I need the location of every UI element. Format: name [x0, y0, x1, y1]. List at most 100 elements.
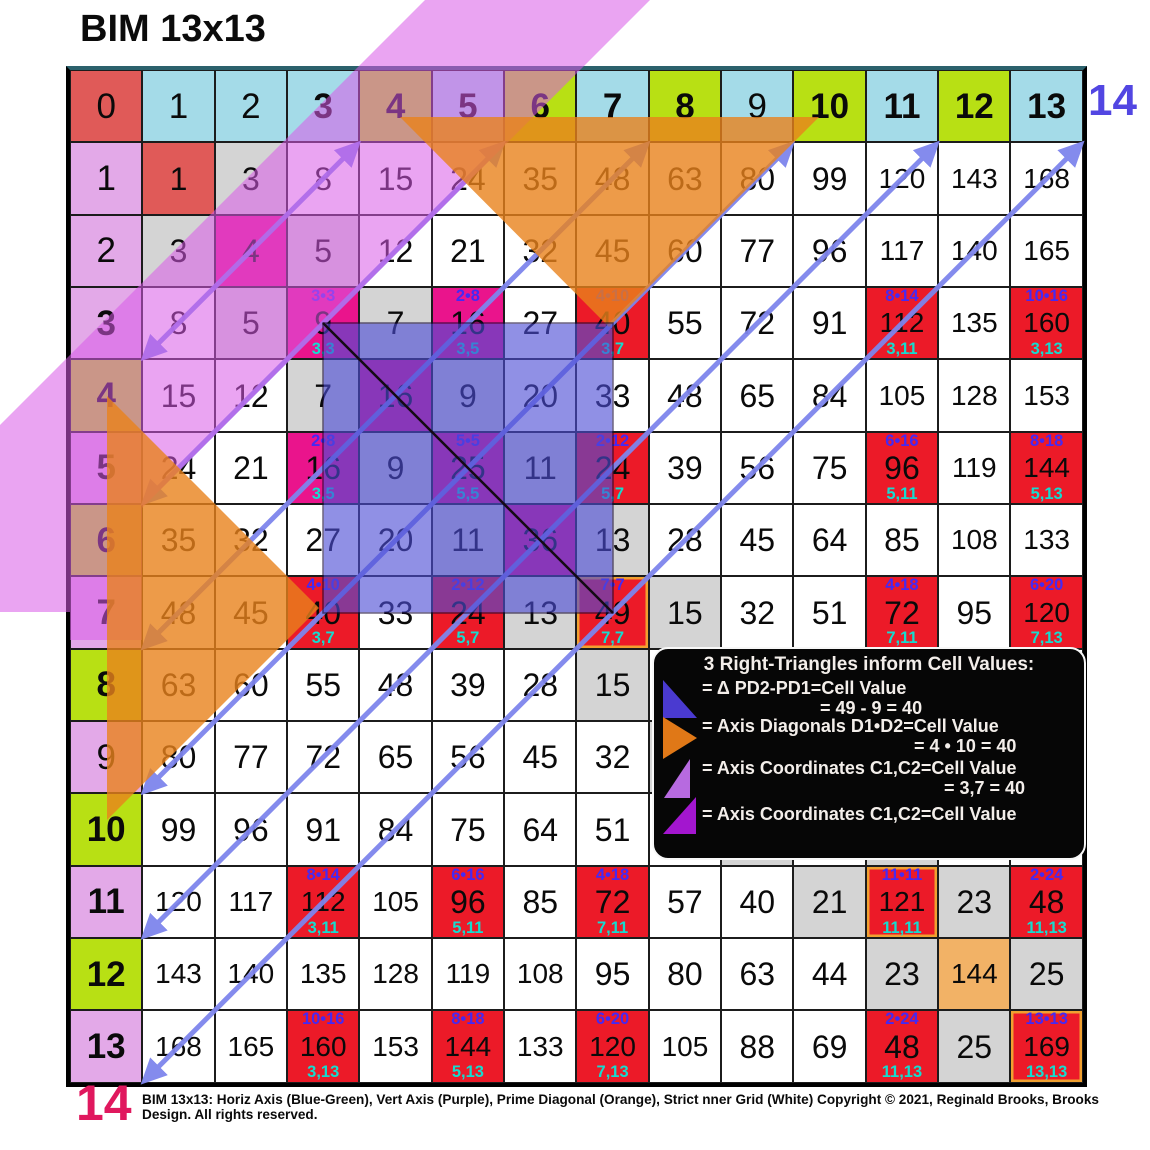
matrix-cell: 51: [793, 576, 866, 649]
matrix-cell: 133: [504, 1010, 577, 1083]
matrix-cell: 85: [865, 504, 939, 577]
col-header-cell: 13: [1010, 70, 1083, 143]
row-header-cell: 4: [70, 359, 143, 432]
cell-factor-annotation: 2•12: [595, 431, 630, 450]
matrix-cell: 20: [359, 504, 432, 577]
matrix-cell: 117: [214, 865, 288, 939]
matrix-cell: 20: [504, 359, 577, 432]
matrix-cell: 160 10•16 3,13: [1010, 287, 1083, 360]
legend-item-label: = Δ PD2-PD1=Cell Value: [702, 678, 907, 698]
matrix-cell: 135: [938, 287, 1011, 360]
matrix-cell: 108: [504, 938, 577, 1011]
matrix-cell: 39: [431, 648, 505, 722]
matrix-cell: 8: [287, 142, 360, 215]
matrix-cell: 63: [142, 648, 215, 722]
cell-coordinate-annotation: 11,13: [1026, 918, 1067, 937]
col-header-cell: 6: [504, 70, 577, 143]
matrix-cell: 119: [938, 431, 1011, 505]
matrix-cell: 96: [214, 793, 288, 866]
matrix-cell: 128: [359, 938, 432, 1011]
legend-item-axis-coordinates-1: = Axis Coordinates C1,C2=Cell Value = 3,…: [662, 758, 1076, 800]
legend-item-sub: = 3,7 = 40: [944, 777, 1026, 798]
matrix-cell: 35: [142, 504, 215, 577]
cell-coordinate-annotation: 11,13: [881, 1063, 923, 1082]
matrix-cell: 8: [142, 287, 215, 360]
matrix-cell: 23: [938, 865, 1011, 939]
matrix-cell: 165: [1010, 214, 1083, 288]
cell-coordinate-annotation: 7,13: [1030, 629, 1063, 648]
cell-factor-annotation: 11•11: [881, 865, 923, 884]
matrix-cell: 108: [938, 504, 1011, 577]
cell-factor-annotation: 5•5: [455, 431, 480, 450]
matrix-cell: 48 2•24 11,13: [1010, 865, 1083, 939]
cell-coordinate-annotation: 5,7: [456, 629, 480, 648]
matrix-cell: 80: [648, 938, 722, 1011]
page-title: BIM 13x13: [80, 8, 266, 50]
legend-item-pd-delta: = Δ PD2-PD1=Cell Value = 49 - 9 = 40: [662, 678, 1076, 720]
matrix-cell: 7: [359, 287, 432, 360]
matrix-cell: 39: [648, 431, 722, 505]
cell-coordinate-annotation: 3,11: [886, 339, 918, 358]
matrix-cell: 32: [576, 721, 649, 794]
purple-right-triangle-icon: [662, 758, 702, 800]
matrix-cell: 25 5•5 5,5: [431, 431, 505, 505]
matrix-cell: 49 7•7 7,7: [576, 576, 649, 649]
cell-factor-annotation: 6•20: [595, 1010, 630, 1029]
legend-item-axis-diagonals: = Axis Diagonals D1•D2=Cell Value = 4 • …: [662, 716, 1076, 760]
row-header-cell: 5: [70, 431, 143, 505]
matrix-cell: 15: [648, 576, 722, 649]
cell-factor-annotation: 10•16: [301, 1010, 345, 1029]
matrix-cell: 57: [648, 865, 722, 939]
matrix-cell: 32: [504, 214, 577, 288]
matrix-cell: 3: [142, 214, 215, 288]
matrix-cell: 40 4•10 3,7: [576, 287, 649, 360]
matrix-cell: 55: [287, 648, 360, 722]
matrix-cell: 16 2•8 3,5: [431, 287, 505, 360]
matrix-cell: 21: [431, 214, 505, 288]
cell-coordinate-annotation: 5,5: [456, 484, 480, 503]
matrix-cell: 153: [359, 1010, 432, 1083]
matrix-cell: 32: [214, 504, 288, 577]
matrix-cell: 65: [721, 359, 794, 432]
matrix-cell: 105: [865, 359, 939, 432]
matrix-cell: 56: [721, 431, 794, 505]
cell-coordinate-annotation: 3,3: [311, 339, 335, 358]
matrix-cell: 169 13•13 13,13: [1010, 1010, 1083, 1083]
matrix-cell: 11: [504, 431, 577, 505]
matrix-cell: 33: [576, 359, 649, 432]
col-header-cell: 9: [721, 70, 794, 143]
matrix-cell: 9: [359, 431, 432, 505]
cell-coordinate-annotation: 7,7: [601, 629, 625, 648]
matrix-cell: 64: [504, 793, 577, 866]
matrix-cell: 135: [287, 938, 360, 1011]
matrix-cell: 45: [721, 504, 794, 577]
matrix-cell: 121 11•11 11,11: [865, 865, 939, 939]
cell-coordinate-annotation: 5,13: [451, 1063, 484, 1082]
axis-extension-label-bottom-left: 14: [76, 1075, 132, 1131]
matrix-cell: 48 2•24 11,13: [865, 1010, 939, 1083]
matrix-cell: 80: [142, 721, 215, 794]
matrix-cell: 105: [359, 865, 432, 939]
cell-factor-annotation: 4•10: [595, 287, 630, 306]
cell-factor-annotation: 2•12: [451, 576, 485, 595]
matrix-cell: 40: [721, 865, 794, 939]
cell-coordinate-annotation: 11,11: [882, 918, 922, 937]
matrix-cell: 44: [793, 938, 866, 1011]
col-header-cell: 3: [287, 70, 360, 143]
cell-coordinate-annotation: 7,13: [596, 1063, 629, 1082]
row-header-cell: 6: [70, 504, 143, 577]
row-header-cell: 12: [70, 938, 143, 1011]
row-header-cell: 1: [70, 142, 143, 215]
cell-factor-annotation: 8•18: [1029, 431, 1064, 450]
matrix-cell: 84: [793, 359, 866, 432]
matrix-cell: 143: [142, 938, 215, 1011]
cell-coordinate-annotation: 3,5: [311, 484, 335, 503]
matrix-cell: 33: [359, 576, 432, 649]
matrix-cell: 75: [793, 431, 866, 505]
cell-coordinate-annotation: 7,11: [596, 918, 629, 937]
matrix-cell: 15: [359, 142, 432, 215]
cell-coordinate-annotation: 3,5: [456, 339, 480, 358]
matrix-cell: 48: [359, 648, 432, 722]
figure-caption: BIM 13x13: Horiz Axis (Blue-Green), Vert…: [142, 1092, 1099, 1122]
matrix-cell: 15: [576, 648, 649, 722]
